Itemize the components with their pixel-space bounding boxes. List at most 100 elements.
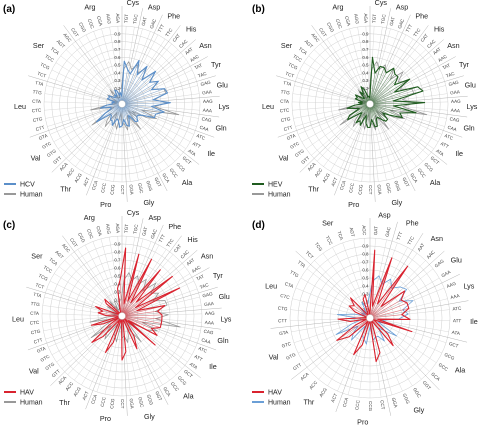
codon-label: ACT [81, 390, 89, 401]
codon-label: CAG [449, 116, 460, 123]
aa-separator [121, 315, 128, 416]
data-spoke [336, 317, 371, 341]
data-spoke [369, 91, 395, 105]
codon-label: AAG [203, 99, 213, 104]
legend-label: HEV [268, 182, 283, 189]
spoke [292, 101, 371, 105]
radial-tick-label: 0.4 [362, 284, 369, 289]
data-spoke [369, 317, 410, 320]
amino-acid-label: Gln [463, 124, 474, 133]
data-spoke [91, 315, 123, 343]
aa-separator [276, 75, 371, 105]
amino-acid-label: Asp [378, 211, 390, 220]
amino-acid-label: Leu [265, 281, 277, 290]
spoke [77, 249, 123, 317]
data-spoke [121, 79, 143, 105]
codon-label: CGG [77, 232, 86, 244]
codon-label: ATA [451, 330, 461, 337]
aa-separator [63, 25, 123, 105]
codon-label: CTA [30, 311, 40, 316]
codon-label: ATA [435, 148, 445, 157]
codon-label: AGC [61, 243, 72, 254]
codon-label: CCT [120, 399, 125, 409]
codon-label: TTC [164, 27, 173, 38]
codon-label: GCG [175, 162, 186, 173]
codon-label: TCT [285, 71, 295, 79]
spoke [318, 317, 371, 380]
data-spoke [105, 315, 123, 353]
amino-acid-label: Ser [281, 41, 293, 50]
data-spoke [121, 315, 161, 328]
aa-separator [295, 250, 371, 319]
codon-label: TTA [297, 260, 307, 270]
codon-label: ATT [194, 354, 204, 363]
codon-label: GCA [162, 386, 172, 398]
amino-acid-label: Phe [415, 12, 428, 21]
data-spoke [121, 61, 125, 105]
codon-label: GCC [438, 362, 450, 372]
spoke [49, 280, 123, 317]
codon-label: GTT [52, 155, 62, 165]
radial-tick-label: 0.2 [362, 86, 369, 91]
center-hub [366, 314, 374, 322]
amino-acid-label: Glu [217, 81, 228, 90]
codon-label: CGA [95, 226, 103, 238]
radial-tick-label: 0.9 [114, 242, 121, 247]
codon-label: TTA [35, 80, 45, 87]
panel-letter: (a) [3, 4, 15, 15]
codon-label: TCG [39, 62, 50, 71]
data-spoke [121, 103, 139, 122]
codon-label: TTA [33, 292, 43, 299]
codon-label: AAT [417, 242, 426, 252]
codon-label: GGG [146, 394, 154, 406]
aa-separator [121, 249, 198, 317]
codon-label: TTT [396, 231, 404, 241]
codon-label: ACA [59, 161, 70, 172]
spoke [369, 317, 403, 392]
data-spoke [98, 312, 123, 317]
aa-separator [121, 103, 128, 202]
codon-label: GCT [429, 155, 440, 165]
codon-label: CCC [354, 399, 360, 410]
codon-label: CTG [30, 329, 41, 336]
codon-label: ATA [189, 361, 199, 370]
data-spoke [369, 317, 381, 353]
amino-acid-label: Ala [455, 366, 465, 375]
spoke [349, 28, 371, 105]
codon-label: TCT [305, 250, 315, 260]
codon-label: GAA [450, 89, 461, 95]
spoke [44, 101, 123, 105]
spoke [100, 238, 123, 317]
data-spoke [369, 78, 410, 105]
codon-label: CTA [284, 281, 295, 289]
codon-label: TGC [380, 13, 387, 24]
aa-separator [369, 300, 469, 319]
codon-label: TTC [166, 237, 175, 248]
panel-letter: (b) [252, 4, 265, 15]
codon-label: GCC [169, 167, 180, 179]
center-hub [118, 100, 126, 108]
data-spoke [102, 315, 123, 337]
aa-separator [121, 75, 216, 105]
amino-acid-label: Ile [470, 317, 478, 326]
data-spoke [369, 84, 395, 105]
radial-tick-label: 0.9 [362, 244, 369, 249]
codon-label: CAC [180, 249, 191, 260]
data-spoke [369, 103, 394, 107]
data-spoke [369, 103, 417, 113]
codon-label: CAG [203, 329, 214, 336]
codon-label: ACC [64, 380, 74, 391]
data-spoke [121, 315, 152, 329]
codon-label: GCA [161, 172, 171, 184]
data-spoke [121, 276, 173, 317]
codon-label: GTC [40, 353, 52, 362]
data-spoke [121, 315, 158, 336]
radial-tick-label: 0.2 [114, 86, 121, 91]
codon-label: CTG [32, 116, 43, 123]
codon-label: CGC [87, 18, 96, 30]
codon-label: GCG [177, 375, 188, 386]
codon-label: AGT [349, 227, 356, 237]
spoke [43, 315, 123, 332]
data-spoke [119, 280, 123, 317]
